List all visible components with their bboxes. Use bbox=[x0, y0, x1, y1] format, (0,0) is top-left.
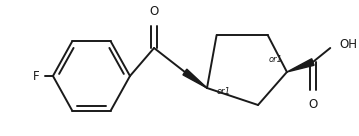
Text: OH: OH bbox=[340, 38, 358, 50]
Text: O: O bbox=[308, 98, 318, 111]
Text: or1: or1 bbox=[269, 55, 283, 64]
Text: or1: or1 bbox=[216, 87, 230, 97]
Text: F: F bbox=[33, 69, 39, 83]
Polygon shape bbox=[287, 59, 314, 72]
Polygon shape bbox=[183, 69, 207, 88]
Text: O: O bbox=[149, 5, 159, 18]
